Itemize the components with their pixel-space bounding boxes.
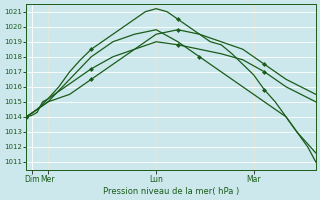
X-axis label: Pression niveau de la mer( hPa ): Pression niveau de la mer( hPa ) [103,187,239,196]
